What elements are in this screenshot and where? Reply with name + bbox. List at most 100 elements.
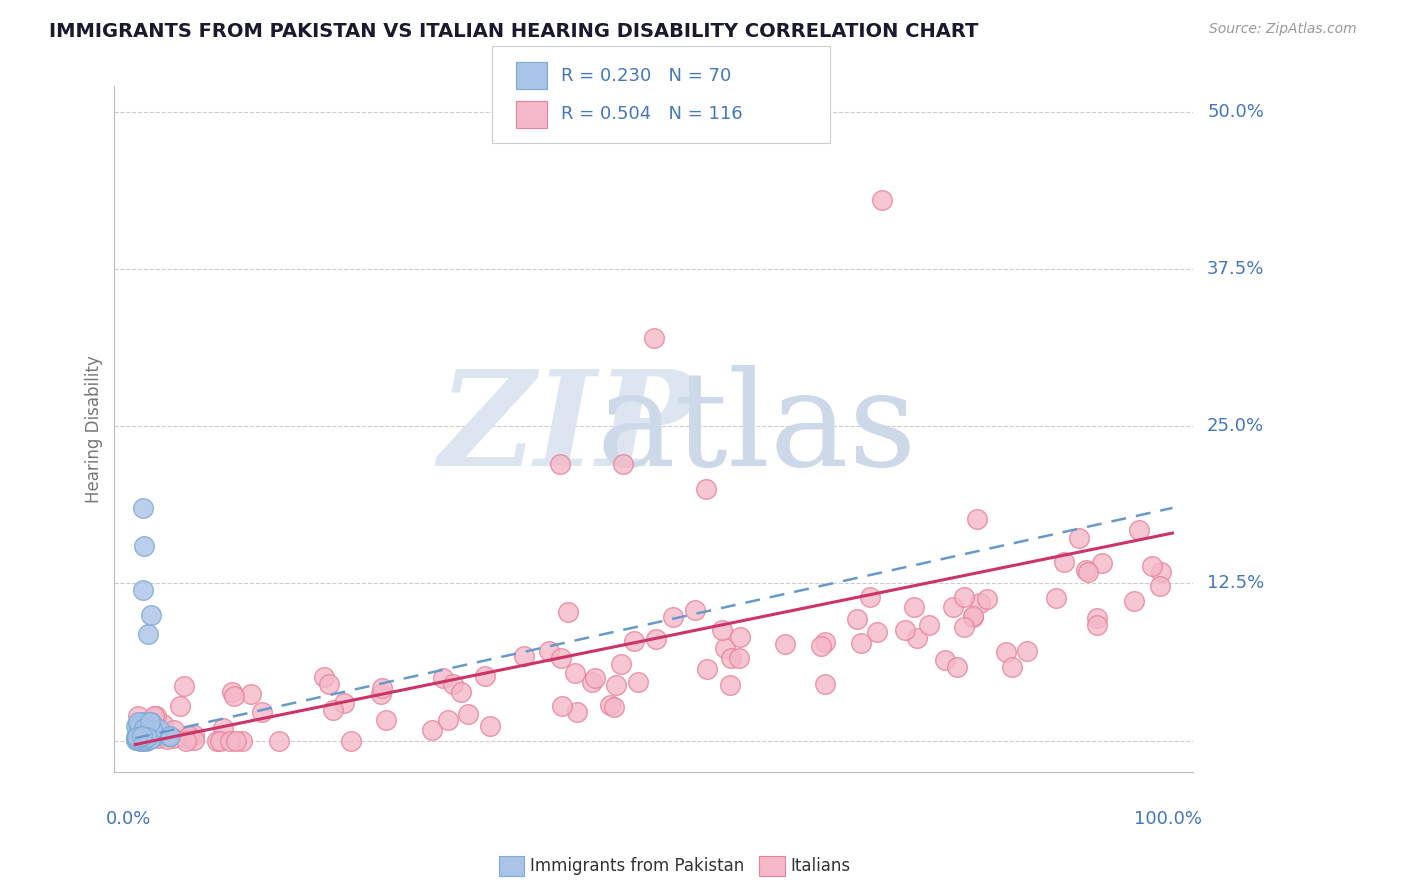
Point [432,671,454,685]
Point [538,644,561,658]
Point [599,698,621,712]
Point [710,624,733,638]
Point [962,610,984,624]
Point [565,705,588,719]
Point [322,703,344,717]
Point [231,733,253,747]
Point [136,730,159,744]
Point [132,728,155,742]
Point [225,733,247,747]
Point [1123,594,1146,608]
Point [134,732,156,747]
Point [478,719,501,733]
Text: Source: ZipAtlas.com: Source: ZipAtlas.com [1209,22,1357,37]
Point [127,727,149,741]
Point [132,731,155,745]
Point [131,725,153,739]
Point [134,725,156,739]
Point [125,731,148,745]
Point [135,731,157,745]
Point [128,727,150,741]
Point [132,714,155,729]
Text: 100.0%: 100.0% [1133,810,1202,828]
Point [422,723,444,737]
Point [1091,556,1114,570]
Point [207,733,229,747]
Text: Immigrants from Pakistan: Immigrants from Pakistan [530,857,744,875]
Point [128,731,150,746]
Point [132,500,155,515]
Point [976,591,998,606]
Point [136,626,159,640]
Point [728,630,751,644]
Point [129,731,152,745]
Point [1142,559,1164,574]
Point [814,634,837,648]
Point [128,732,150,747]
Point [129,733,152,747]
Point [773,637,796,651]
Point [139,714,162,729]
Point [1015,644,1038,658]
Point [846,612,869,626]
Point [129,733,152,747]
Point [603,700,626,714]
Point [457,706,479,721]
Point [127,732,149,747]
Point [141,731,163,745]
Point [810,639,832,653]
Point [605,678,627,692]
Point [1067,532,1090,546]
Point [134,733,156,747]
Point [131,732,153,747]
Point [125,719,148,733]
Point [942,599,965,614]
Point [124,731,146,745]
Point [132,731,155,746]
Point [267,733,290,747]
Point [374,713,396,727]
Point [129,731,152,745]
Point [550,651,572,665]
Point [135,728,157,742]
Point [128,726,150,740]
Point [132,724,155,739]
Point [714,641,737,656]
Point [127,731,149,745]
Point [969,596,991,610]
Point [127,708,149,723]
Point [135,733,157,747]
Point [136,732,159,747]
Point [1128,523,1150,537]
Point [905,631,928,645]
Point [125,733,148,747]
Point [513,649,536,664]
Point [127,729,149,743]
Point [125,733,148,747]
Point [183,732,205,747]
Text: Italians: Italians [790,857,851,875]
Point [156,731,179,746]
Point [318,677,340,691]
Text: R = 0.230   N = 70: R = 0.230 N = 70 [561,67,731,85]
Text: 12.5%: 12.5% [1208,574,1264,592]
Point [156,729,179,743]
Point [135,726,157,740]
Point [1149,579,1171,593]
Point [645,632,668,647]
Point [141,723,163,738]
Point [870,193,893,207]
Point [146,729,169,743]
Point [221,685,243,699]
Y-axis label: Hearing Disability: Hearing Disability [86,355,103,503]
Point [131,729,153,743]
Point [142,729,165,743]
Text: 50.0%: 50.0% [1208,103,1264,120]
Text: R = 0.504   N = 116: R = 0.504 N = 116 [561,105,742,123]
Point [208,733,231,747]
Point [127,727,149,741]
Point [581,674,603,689]
Point [173,679,195,693]
Point [174,733,197,747]
Point [177,729,200,743]
